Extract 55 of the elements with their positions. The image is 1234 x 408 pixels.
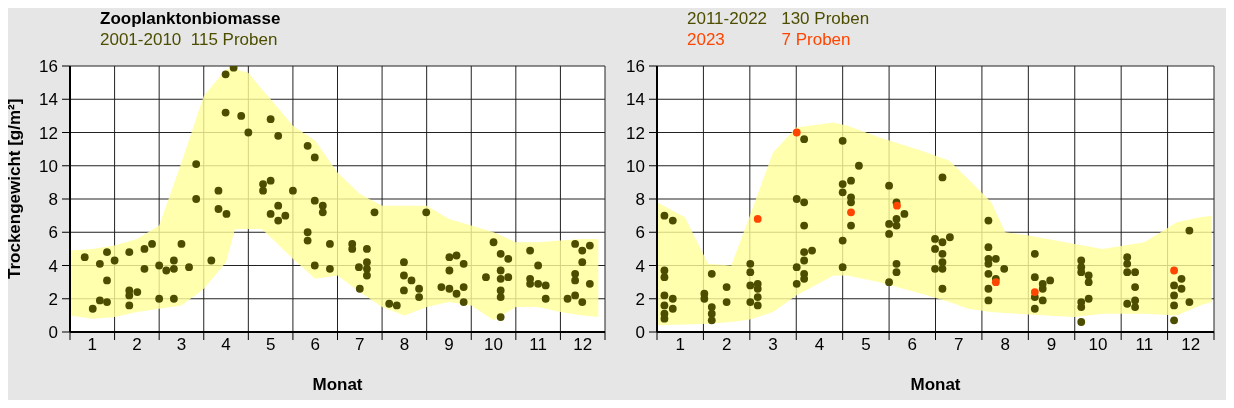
y-tick-label: 0 (48, 323, 58, 342)
y-tick-label: 12 (39, 123, 58, 143)
point (753, 215, 762, 223)
x-tick-label: 7 (355, 335, 365, 354)
x-tick-label: 5 (861, 335, 871, 354)
x-tick-label: 8 (1000, 335, 1010, 354)
x-axis-title: Monat (312, 375, 363, 394)
y-axis-title: Trockengewicht [g/m²] (5, 98, 25, 279)
x-tick-label: 9 (444, 335, 454, 354)
x-tick-label: 1 (87, 335, 98, 354)
y-tick-label: 10 (626, 156, 645, 176)
x-tick-label: 7 (953, 335, 964, 354)
y-tick-label: 10 (39, 156, 58, 176)
y-tick-label: 14 (39, 90, 58, 110)
x-tick-label: 6 (310, 335, 320, 354)
y-tick-label: 8 (48, 190, 58, 209)
x-tick-label: 2 (132, 335, 142, 354)
x-tick-label: 11 (1135, 335, 1154, 354)
y-tick-label: 4 (48, 256, 58, 276)
chart-title: Zooplanktonbiomasse (100, 8, 281, 29)
point (792, 128, 801, 137)
text: 2001-2010 115 Proben (100, 29, 279, 50)
x-tick-label: 10 (484, 335, 503, 354)
x-tick-label: 3 (768, 335, 778, 354)
x-tick-label: 8 (399, 335, 410, 354)
point (847, 208, 855, 217)
y-tick-label: 2 (48, 289, 58, 309)
x-tick-label: 6 (907, 335, 918, 354)
x-tick-label: 5 (265, 335, 276, 354)
x-tick-label: 9 (1046, 335, 1057, 354)
text: 2011-2022 130 Proben (687, 8, 870, 29)
x-tick-label: 2 (721, 335, 732, 354)
x-tick-label: 4 (814, 335, 825, 354)
y-tick-label: 4 (635, 256, 645, 276)
y-tick-label: 16 (39, 57, 58, 76)
point (1030, 288, 1039, 296)
x-tick-label: 1 (675, 335, 685, 354)
point (1170, 266, 1178, 275)
x-tick-label: 12 (1181, 335, 1201, 354)
y-tick-label: 2 (635, 289, 645, 309)
y-tick-label: 0 (635, 323, 645, 342)
y-tick-label: 14 (626, 90, 645, 110)
text: 2023 7 Proben (687, 29, 852, 50)
x-axis-title: Monat (910, 375, 961, 394)
y-tick-label: 16 (626, 57, 645, 76)
x-tick-label: 4 (221, 335, 231, 354)
x-tick-label: 10 (1088, 335, 1108, 354)
x-tick-label: 11 (529, 335, 547, 354)
y-tick-label: 12 (626, 123, 645, 143)
y-tick-label: 6 (48, 223, 58, 243)
y-tick-label: 6 (635, 223, 645, 243)
x-tick-label: 12 (573, 335, 593, 354)
y-tick-label: 8 (635, 190, 645, 209)
x-tick-label: 3 (176, 335, 187, 354)
point (991, 278, 1000, 287)
